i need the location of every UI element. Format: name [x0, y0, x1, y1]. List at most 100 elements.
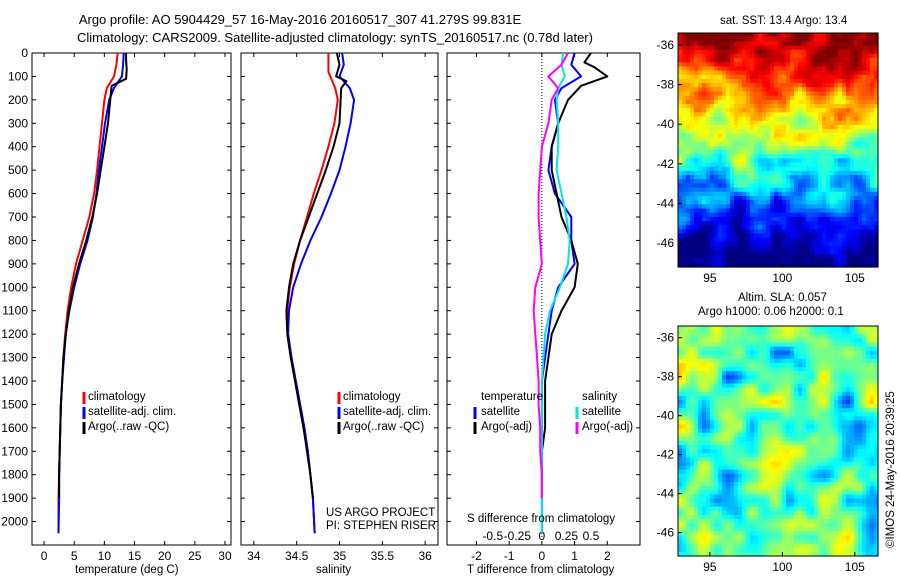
sst-map-cell [794, 116, 799, 122]
sst-map-cell [854, 41, 859, 47]
sla-map-cell [738, 375, 743, 380]
sst-map-cell [698, 133, 703, 139]
sst-map-cell [786, 137, 791, 143]
sst-map-cell [690, 250, 695, 256]
sla-map-cell [790, 428, 795, 434]
sla-map-cell [818, 350, 823, 356]
sla-map-cell [742, 432, 747, 438]
sla-map-cell [838, 416, 843, 422]
sla-map-cell [750, 362, 755, 368]
sst-map-cell [790, 104, 795, 109]
sst-map-cell [838, 49, 843, 55]
sla-map-cell [862, 436, 867, 442]
sla-map-cell [810, 330, 815, 335]
sst-map-cell [702, 254, 707, 260]
sst-map-cell [738, 258, 743, 264]
sla-map-cell [750, 477, 755, 483]
sst-map-cell [686, 221, 691, 226]
sst-map-cell [706, 74, 711, 80]
sla-map-cell [858, 416, 863, 422]
sst-map-cell [766, 212, 771, 218]
sst-map-cell [710, 78, 715, 84]
sst-map-cell [698, 87, 703, 93]
sst-map-cell [742, 108, 747, 113]
sla-map-cell [738, 477, 743, 483]
sst-map-cell [718, 229, 723, 235]
sst-map-cell [722, 195, 727, 201]
sst-map-cell [802, 183, 807, 189]
sst-map-cell [838, 262, 843, 268]
sst-map-cell [774, 225, 779, 230]
sst-map-cell [794, 250, 799, 256]
sla-map-cell [702, 342, 707, 348]
sst-map-cell [706, 262, 711, 268]
sst-map-cell [762, 233, 767, 239]
sst-map-cell [798, 112, 803, 118]
sst-map-cell [686, 87, 691, 93]
sla-map-cell [698, 477, 703, 483]
sst-map-cell [806, 204, 811, 210]
sla-map-cell [746, 441, 751, 446]
sla-map-cell [810, 404, 815, 409]
sst-map-cell [690, 116, 695, 122]
sst-map-cell [866, 204, 871, 210]
sst-map-cell [702, 78, 707, 84]
sst-map-cell [850, 246, 855, 251]
sst-map-cell [786, 233, 791, 239]
sla-map-cell [738, 469, 743, 475]
sla-map-cell [762, 350, 767, 356]
sst-map-cell [854, 78, 859, 84]
sla-map-cell [778, 408, 783, 413]
sst-map-cell [810, 162, 815, 168]
sla-map-cell [738, 330, 743, 335]
sla-map-cell [762, 362, 767, 368]
sla-map-cell [690, 453, 695, 459]
sla-map-cell [742, 354, 747, 360]
sla-map-cell [822, 330, 827, 335]
sst-map-cell [758, 137, 763, 143]
sst-map-cell [762, 237, 767, 243]
sst-map-cell [682, 170, 687, 176]
sla-map-cell [734, 408, 739, 413]
sla-map-cell [750, 449, 755, 454]
sla-map-cell [766, 416, 771, 422]
sst-map-cell [846, 74, 851, 80]
sst-map-cell [686, 129, 691, 134]
sla-map-cell [686, 346, 691, 352]
sla-map-cell [694, 379, 699, 385]
sst-map-cell [786, 200, 791, 205]
sst-map-cell [862, 120, 867, 126]
sst-map-cell [758, 221, 763, 226]
sla-map-cell [766, 453, 771, 459]
sst-map-cell [730, 262, 735, 268]
sst-map-cell [686, 191, 691, 197]
sst-map-cell [834, 254, 839, 260]
sla-map-cell [826, 445, 831, 450]
sst-map-cell [734, 41, 739, 47]
sla-map-cell [782, 395, 787, 401]
sla-map-cell [810, 432, 815, 438]
sst-map-cell [762, 216, 767, 222]
sst-map-cell [706, 66, 711, 72]
sst-map-cell [790, 124, 795, 130]
sst-map-frame [677, 32, 879, 268]
diff-series-satellite-salinity [540, 52, 571, 534]
sla-map-cell [818, 404, 823, 409]
sst-map-cell [690, 204, 695, 210]
sla-map-cell [726, 379, 731, 385]
sla-map-cell [782, 383, 787, 389]
sst-map-cell [858, 33, 863, 38]
sst-map-cell [742, 221, 747, 226]
sst-map-cell [678, 237, 683, 243]
sla-map-cell [830, 441, 835, 446]
sla-map-cell [866, 383, 871, 389]
sst-map-cell [846, 104, 851, 109]
sst-map-cell [862, 150, 867, 155]
sla-map-cell [746, 432, 751, 438]
sst-map-cell [722, 150, 727, 155]
sst-map-cell [682, 241, 687, 247]
sst-map-cell [738, 150, 743, 155]
sst-map-cell [798, 133, 803, 139]
sla-map-cell [726, 362, 731, 368]
sla-map-cell [850, 350, 855, 356]
